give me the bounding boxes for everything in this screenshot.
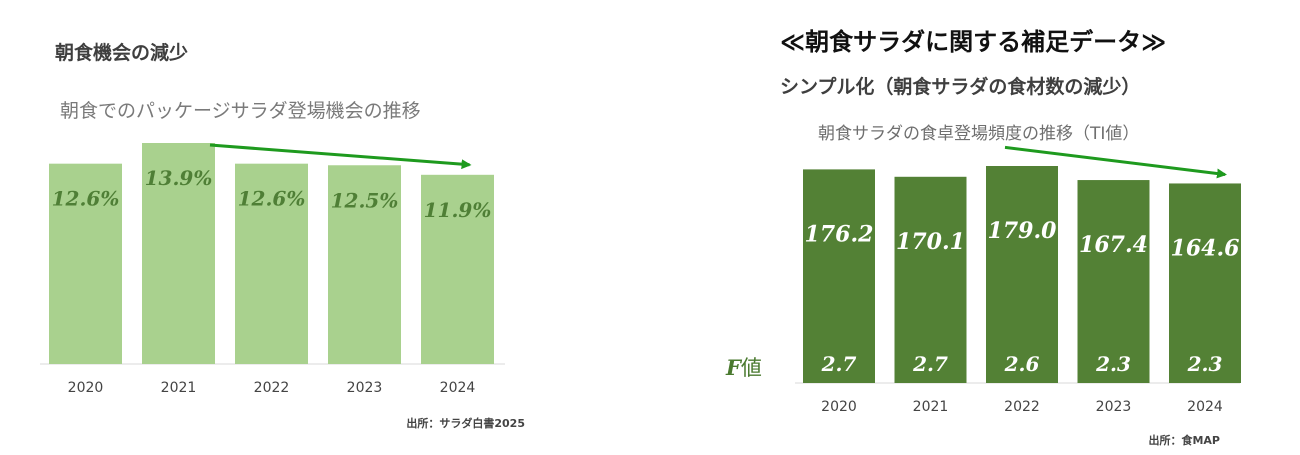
left-x-tick-label: 2024 [440, 380, 476, 396]
right-bar-value-label: 164.6 [1171, 235, 1240, 261]
right-f-value-label: 2.6 [1004, 352, 1040, 376]
right-f-value-label: 2.3 [1187, 352, 1223, 376]
right-bar-value-label: 170.1 [896, 229, 965, 255]
f-value-label: F値 [726, 352, 762, 382]
right-bar [803, 169, 875, 383]
left-source-note: 出所：サラダ白書2025 [406, 417, 525, 430]
left-bar [328, 165, 401, 364]
left-bar [421, 174, 494, 364]
right-x-tick-label: 2020 [821, 399, 857, 415]
left-bar-chart: 12.6% 2020 13.9% 2021 12.6% 2022 12.5% 2023 11.9… [40, 143, 505, 396]
left-bar-value-label: 12.6% [238, 187, 306, 211]
left-bar-value-label: 12.6% [52, 187, 120, 211]
left-chart-title: 朝食機会の減少 [55, 42, 189, 64]
f-value-text: 値 [740, 356, 762, 380]
right-bar [986, 166, 1058, 383]
right-bar [1169, 183, 1241, 383]
left-chart-subtitle: 朝食でのパッケージサラダ登場機会の推移 [60, 100, 421, 122]
left-x-tick-label: 2023 [347, 380, 383, 396]
left-bar-value-label: 13.9% [145, 166, 213, 190]
right-f-value-label: 2.7 [912, 352, 948, 376]
right-bar-value-label: 179.0 [988, 218, 1058, 244]
right-x-tick-label: 2022 [1004, 399, 1040, 415]
left-bar [49, 163, 122, 364]
section-title: シンプル化（朝食サラダの食材数の減少） [780, 76, 1141, 98]
right-f-value-label: 2.7 [821, 352, 857, 376]
right-bar-value-label: 167.4 [1079, 232, 1148, 258]
right-x-tick-label: 2024 [1187, 399, 1223, 415]
left-x-tick-label: 2021 [161, 380, 197, 396]
right-bar [1077, 180, 1150, 383]
left-x-tick-label: 2020 [68, 380, 104, 396]
right-x-tick-label: 2021 [913, 399, 949, 415]
left-bar-value-label: 11.9% [424, 198, 492, 222]
right-bar-value-label: 176.2 [805, 221, 874, 247]
supplementary-heading: ≪朝食サラダに関する補足データ≫ [780, 28, 1167, 56]
right-source-note: 出所：食MAP [1148, 434, 1220, 447]
right-chart-subtitle: 朝食サラダの食卓登場頻度の推移（TI値） [818, 124, 1140, 144]
right-bar-chart: 176.2 2.7 2020 170.1 2.7 2021 179.0 2.6 2022 167.… [795, 145, 1241, 415]
f-value-letter: F [726, 355, 741, 380]
right-bar [894, 176, 967, 383]
left-bar [142, 143, 215, 364]
right-x-tick-label: 2023 [1096, 399, 1132, 415]
right-f-value-label: 2.3 [1095, 352, 1131, 376]
right-trend-arrow [1004, 145, 1227, 179]
left-bar [235, 163, 308, 364]
left-trend-arrow [209, 143, 472, 170]
left-x-tick-label: 2022 [254, 380, 290, 396]
left-bar-value-label: 12.5% [331, 188, 399, 212]
